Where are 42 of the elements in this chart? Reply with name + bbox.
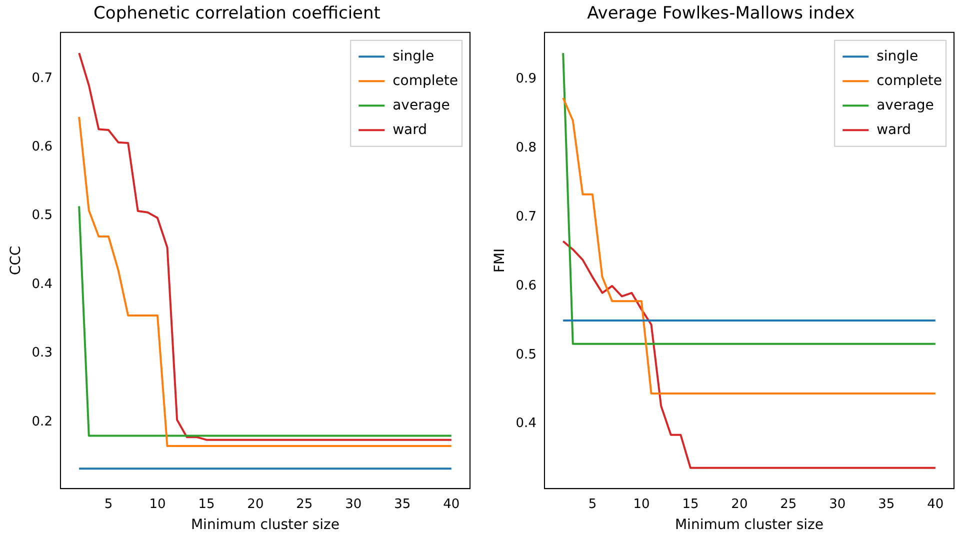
- y-tick-label: 0.5: [516, 347, 536, 362]
- legend-label: single: [392, 48, 434, 64]
- x-tick-label: 5: [588, 496, 597, 512]
- y-tick-label: 0.6: [32, 140, 52, 155]
- y-tick-label: 0.5: [32, 208, 52, 224]
- x-tick-label: 30: [345, 496, 362, 512]
- y-axis-title: FMI: [492, 248, 508, 273]
- y-tick-label: 0.6: [516, 278, 536, 294]
- x-tick-label: 15: [682, 496, 699, 512]
- x-tick-label: 10: [633, 496, 650, 512]
- x-tick-label: 30: [829, 496, 846, 512]
- y-tick-label: 0.9: [516, 72, 536, 87]
- y-axis-title: CCC: [8, 246, 24, 276]
- x-tick-label: 25: [296, 496, 313, 512]
- y-tick-label: 0.3: [32, 346, 52, 361]
- y-tick-label: 0.7: [32, 70, 52, 86]
- x-tick-label: 20: [247, 496, 264, 512]
- x-tick-label: 40: [927, 496, 944, 512]
- x-tick-label: 10: [149, 496, 166, 512]
- legend-label: single: [876, 48, 918, 64]
- x-tick-label: 40: [443, 496, 460, 512]
- chart-title: Cophenetic correlation coefficient: [94, 4, 381, 24]
- y-tick-label: 0.8: [516, 140, 536, 156]
- x-tick-label: 5: [104, 496, 113, 512]
- legend-label: average: [392, 97, 450, 114]
- legend-label: complete: [392, 72, 458, 89]
- legend-label: complete: [876, 72, 942, 89]
- legend-label: ward: [392, 122, 428, 138]
- y-tick-label: 0.7: [516, 209, 536, 224]
- x-tick-label: 35: [394, 496, 411, 512]
- y-tick-label: 0.2: [32, 414, 52, 430]
- y-tick-label: 0.4: [516, 416, 536, 432]
- legend-label: average: [876, 97, 934, 114]
- chart-title: Average Fowlkes-Mallows index: [587, 4, 855, 24]
- x-tick-label: 15: [198, 496, 215, 512]
- x-tick-label: 20: [731, 496, 748, 512]
- legend-label: ward: [876, 122, 912, 138]
- x-axis-title: Minimum cluster size: [674, 517, 824, 534]
- x-axis-title: Minimum cluster size: [190, 517, 340, 534]
- x-tick-label: 35: [878, 496, 895, 512]
- x-tick-label: 25: [780, 496, 797, 512]
- y-tick-label: 0.4: [32, 276, 52, 292]
